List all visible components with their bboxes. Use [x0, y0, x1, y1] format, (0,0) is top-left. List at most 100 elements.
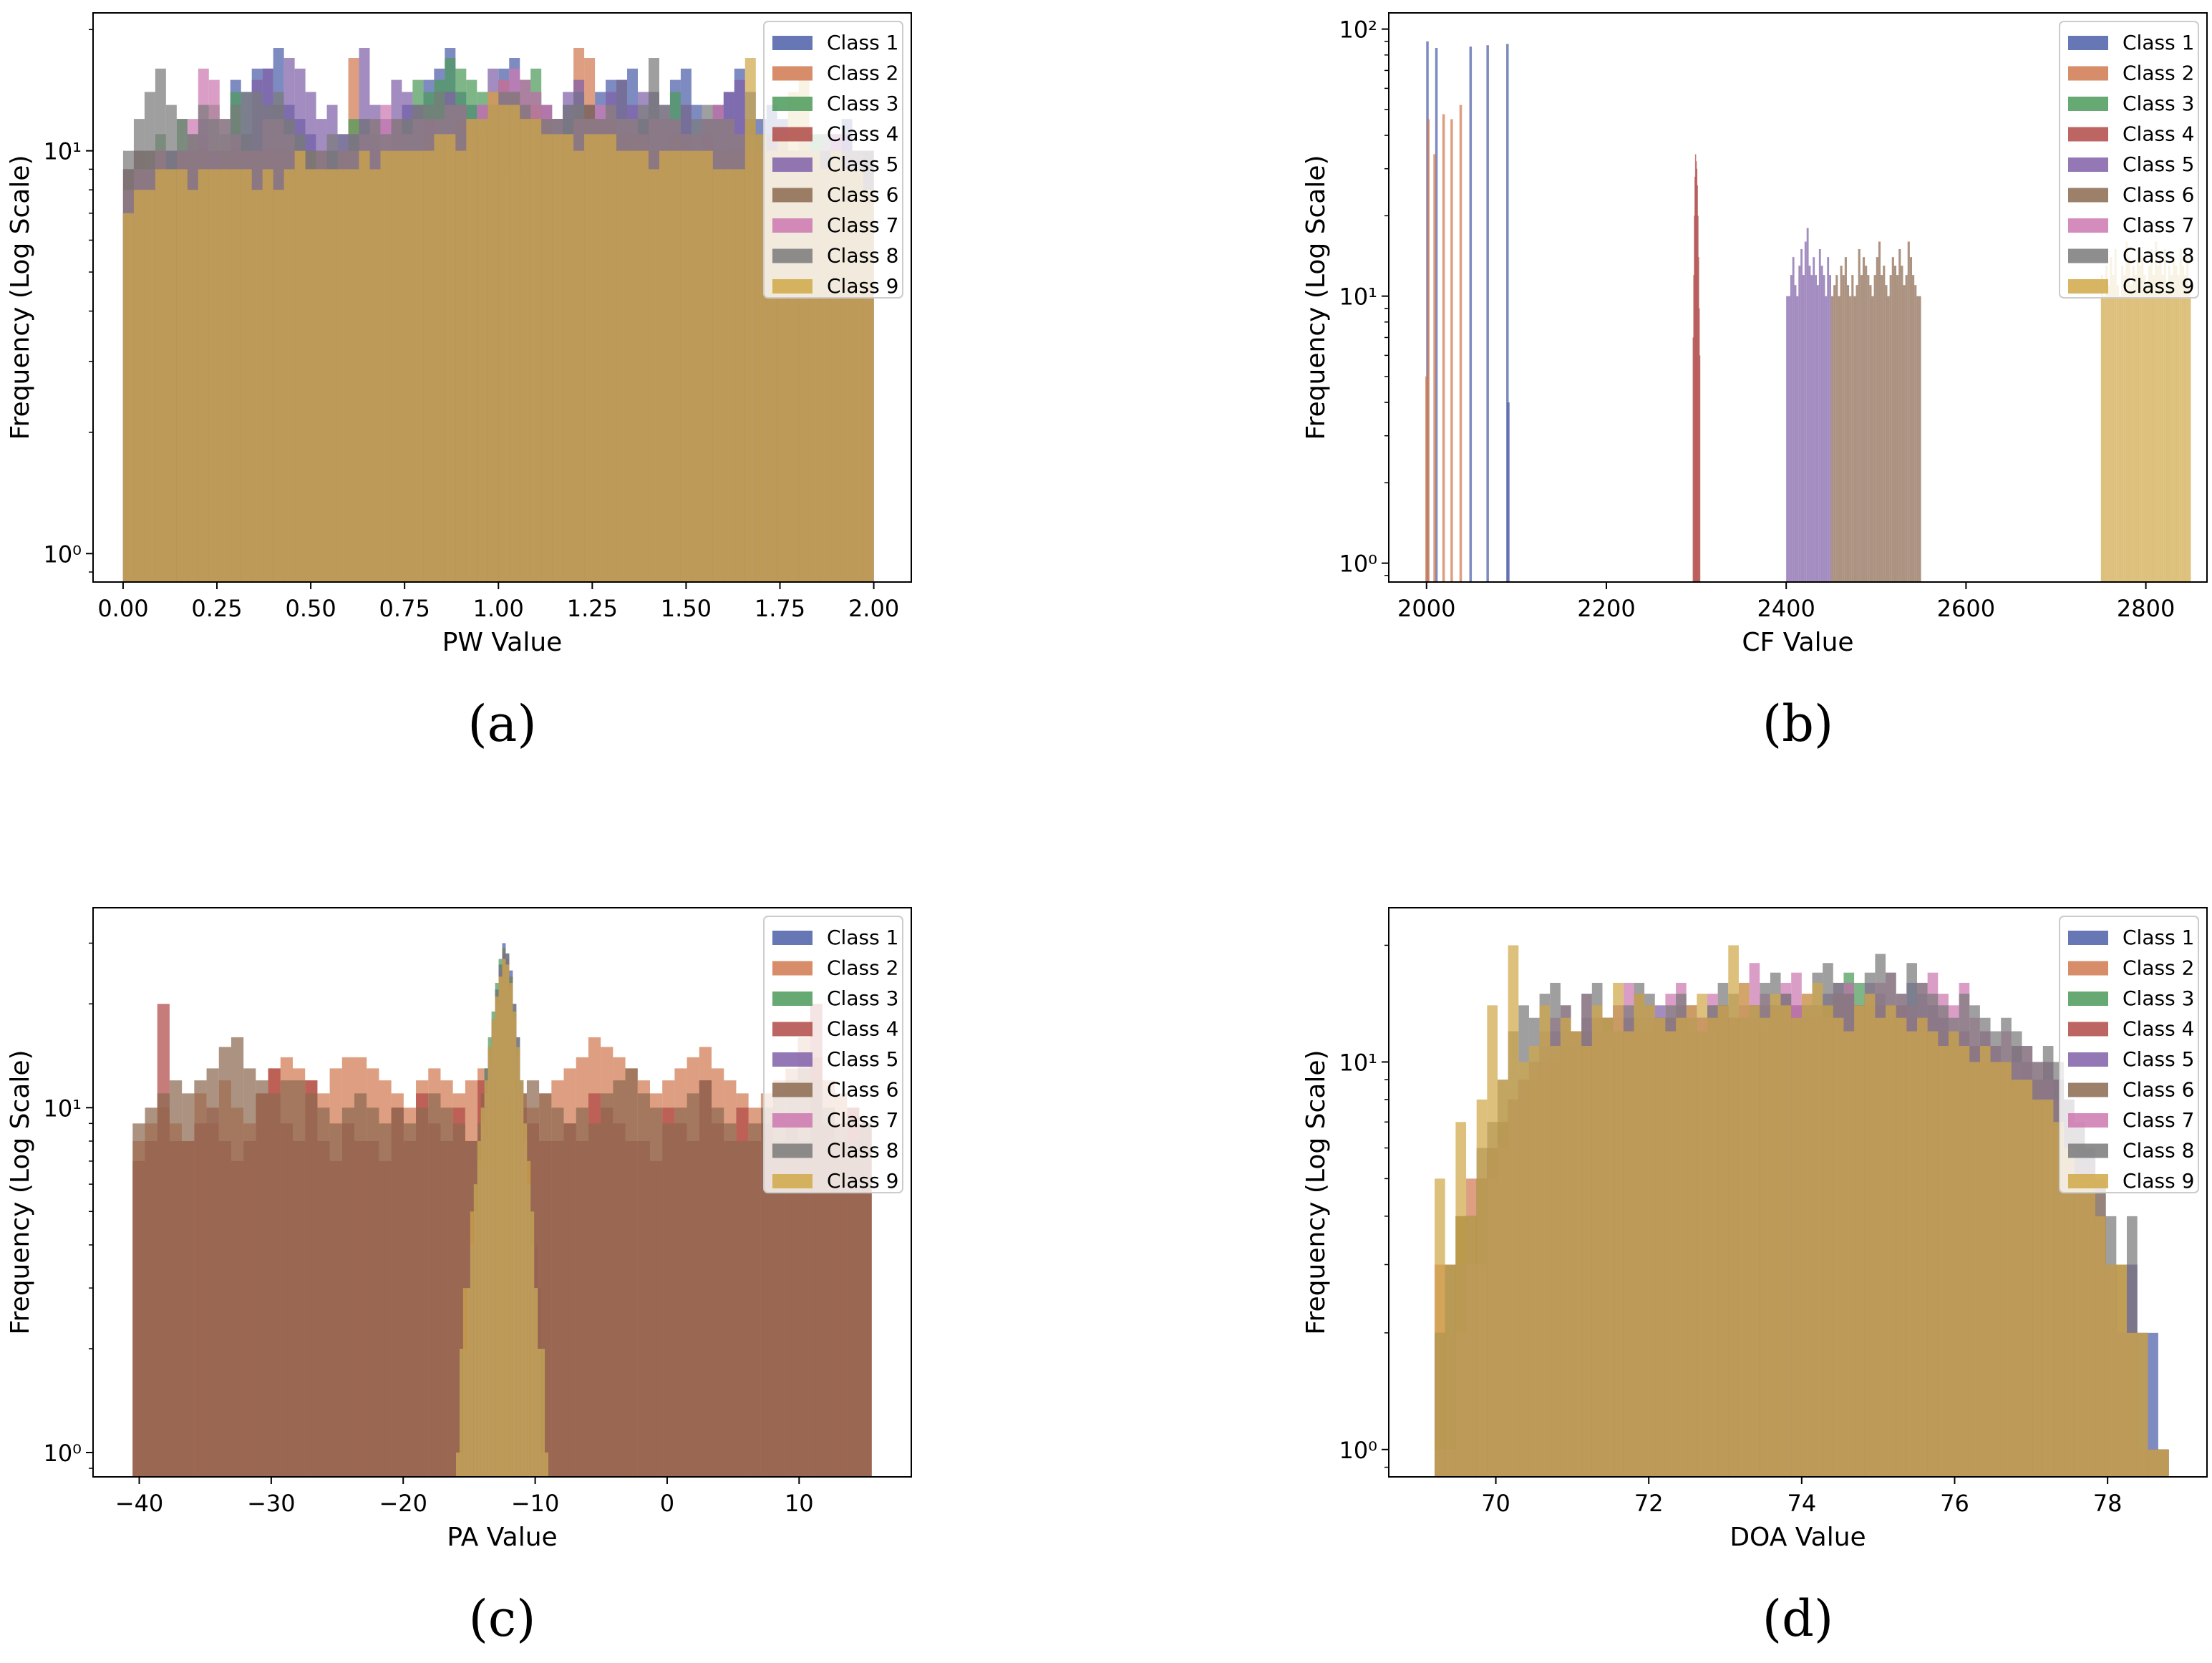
legend-swatch [772, 218, 812, 233]
histogram-bar [2155, 241, 2158, 582]
histogram-bar [509, 105, 520, 582]
legend-label: Class 5 [2123, 1047, 2194, 1071]
histogram-bar [1801, 994, 1813, 1477]
histogram-bar [1518, 1062, 1529, 1477]
histogram-bar [1862, 257, 1866, 582]
legend-label: Class 6 [2123, 183, 2194, 207]
histogram-bar [1909, 257, 1913, 582]
legend-swatch [2068, 1143, 2108, 1158]
histogram-bar [505, 964, 510, 1477]
histogram-bar [341, 1107, 355, 1477]
legend-label: Class 9 [2123, 1169, 2194, 1193]
histogram-bar [1694, 154, 1697, 582]
legend-swatch [772, 157, 812, 172]
histogram-bar [2022, 1080, 2033, 1477]
axes-frame [1388, 12, 2208, 583]
histogram-bar [416, 1107, 429, 1477]
histogram-bar [1692, 337, 1694, 582]
legend-label: Class 5 [827, 152, 898, 176]
histogram-bar [133, 190, 145, 582]
histogram-bar [1830, 296, 1834, 582]
histogram-bar [2130, 285, 2133, 582]
x-tick-label: 0.00 [97, 595, 148, 622]
legend-label: Class 4 [2123, 1017, 2194, 1041]
histogram-bar [369, 169, 381, 582]
histogram-bar [1856, 285, 1858, 582]
histogram-bar [748, 1123, 761, 1477]
histogram-bar [1770, 994, 1781, 1477]
legend-swatch [2068, 1174, 2108, 1188]
histogram-bar [2181, 266, 2184, 582]
x-axis-label: CF Value [1742, 628, 1853, 657]
histogram-bar [1435, 1178, 1445, 1477]
legend-label: Class 8 [2123, 1139, 2194, 1163]
histogram-bar [1425, 376, 1428, 582]
histogram-bar [527, 1160, 531, 1477]
histogram-bar [1539, 1005, 1551, 1477]
bars-layer [1435, 945, 2169, 1477]
histogram-bar [1796, 296, 1799, 582]
histogram-bar [391, 150, 402, 582]
histogram-bar [379, 1123, 392, 1477]
histogram-bar [1433, 154, 1436, 582]
legend-swatch [772, 1022, 812, 1037]
panel-label: (c) [469, 1589, 536, 1648]
histogram-bar [2143, 275, 2146, 582]
histogram-bar [440, 1107, 453, 1477]
x-tick-label: 1.75 [755, 595, 805, 622]
histogram-bar [712, 169, 724, 582]
histogram-bar [1896, 1017, 1907, 1477]
histogram-bar [1898, 248, 1901, 582]
histogram-bar [1696, 168, 1698, 582]
histogram-bar [513, 1012, 517, 1477]
histogram-bar [1873, 275, 1876, 582]
histogram-bar [182, 1093, 195, 1477]
histogram-bar [423, 150, 435, 582]
legend-swatch [2068, 1113, 2108, 1128]
legend-swatch [2068, 248, 2108, 263]
histogram-bar [1698, 308, 1700, 582]
histogram-bar [1871, 296, 1874, 582]
histogram-bar [2186, 257, 2189, 582]
histogram-bar [1749, 1005, 1760, 1477]
x-axis-label: PW Value [442, 628, 563, 657]
histogram-bar [2139, 266, 2142, 582]
histogram-bar [2118, 296, 2122, 582]
legend-label: Class 3 [2123, 92, 2194, 115]
histogram-bar [613, 1080, 626, 1477]
histogram-bar [1823, 275, 1825, 582]
legend-swatch [772, 961, 812, 976]
x-axis-label: PA Value [447, 1523, 557, 1552]
histogram-bar [1860, 275, 1863, 582]
histogram-bar [241, 169, 252, 582]
histogram-bar [208, 169, 220, 582]
histogram-bar [498, 976, 503, 1477]
panel-label: (b) [1762, 694, 1833, 753]
histogram-bar [1818, 248, 1821, 582]
legend-swatch [772, 1113, 812, 1128]
series-class-9 [455, 959, 549, 1477]
y-tick-label: 10¹ [1339, 283, 1377, 311]
histogram-bar [1800, 248, 1803, 582]
histogram-bar [2163, 248, 2166, 582]
histogram-bar [1476, 1099, 1488, 1477]
histogram-bar [455, 1453, 460, 1477]
x-tick-label: 0 [660, 1490, 674, 1517]
legend-swatch [772, 127, 812, 142]
histogram-bar [1808, 266, 1811, 582]
histogram-bar [1849, 296, 1852, 582]
histogram-bar [2188, 285, 2191, 582]
histogram-bar [724, 1123, 737, 1477]
histogram-bar [1916, 1017, 1928, 1477]
histogram-bar [601, 1093, 613, 1477]
histogram-bar [847, 1140, 860, 1477]
histogram-bar [1695, 161, 1697, 582]
histogram-doa: 70 72 74 76 78 10⁰ 10¹ DOA Value Frequency (Log … [1301, 907, 2208, 1648]
histogram-bar [1844, 257, 1847, 582]
legend-swatch [2068, 1022, 2108, 1037]
x-tick-label: 2.00 [848, 595, 899, 622]
histogram-bar [702, 150, 713, 582]
histogram-bar [187, 190, 198, 582]
histogram-bar [1876, 257, 1878, 582]
